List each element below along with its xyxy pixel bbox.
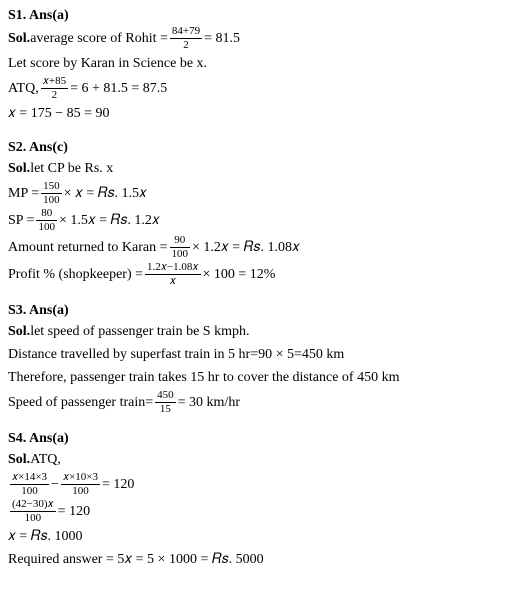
text: Speed of passenger train= (8, 392, 153, 413)
text: = 120 (58, 501, 90, 522)
s2-line5: Profit % (shopkeeper) = 1.2𝑥−1.08𝑥 𝑥 × 1… (8, 262, 522, 287)
fraction: 84+79 2 (170, 26, 202, 51)
solution-2: S2. Ans(c) Sol. let CP be Rs. x MP = 150… (8, 140, 522, 287)
solution-3: S3. Ans(a) Sol. let speed of passenger t… (8, 303, 522, 415)
s4-header: S4. Ans(a) (8, 431, 522, 447)
s1-line4: 𝑥 = 175 − 85 = 90 (8, 103, 522, 124)
text: = 30 km/hr (178, 392, 240, 413)
s3-header: S3. Ans(a) (8, 303, 522, 319)
s4-line2: 𝑥×14×3 100 − 𝑥×10×3 100 = 120 (8, 472, 522, 497)
text: ATQ, (8, 78, 39, 99)
text: Amount returned to Karan = (8, 237, 168, 258)
fraction: 𝑥×10×3 100 (61, 472, 100, 497)
sol-label: Sol. (8, 28, 30, 49)
s4-line3: (42−30)𝑥 100 = 120 (8, 499, 522, 524)
s1-line1: Sol. average score of Rohit = 84+79 2 = … (8, 26, 522, 51)
text: = 6 + 81.5 = 87.5 (70, 78, 167, 99)
fraction: 450 15 (155, 390, 176, 415)
text: − (51, 474, 59, 495)
s3-line3: Therefore, passenger train takes 15 hr t… (8, 367, 522, 388)
text: = 120 (102, 474, 134, 495)
s3-line2: Distance travelled by superfast train in… (8, 344, 522, 365)
text: × 1.5𝑥 = 𝑅𝑠. 1.2𝑥 (59, 210, 160, 231)
text: let speed of passenger train be S kmph. (30, 321, 249, 342)
s1-line2: Let score by Karan in Science be x. (8, 53, 522, 74)
text: × 100 = 12% (203, 264, 276, 285)
s2-line2: MP = 150 100 × 𝑥 = 𝑅𝑠. 1.5𝑥 (8, 181, 522, 206)
fraction: 90 100 (170, 235, 191, 260)
text: × 1.2𝑥 = 𝑅𝑠. 1.08𝑥 (192, 237, 300, 258)
text: ATQ, (30, 449, 61, 470)
text: × 𝑥 = 𝑅𝑠. 1.5𝑥 (64, 183, 147, 204)
text: Profit % (shopkeeper) = (8, 264, 143, 285)
s3-line4: Speed of passenger train= 450 15 = 30 km… (8, 390, 522, 415)
sol-label: Sol. (8, 449, 30, 470)
s1-header: S1. Ans(a) (8, 8, 522, 24)
s4-line5: Required answer = 5𝑥 = 5 × 1000 = 𝑅𝑠. 50… (8, 549, 522, 570)
fraction: 𝑥×14×3 100 (10, 472, 49, 497)
solution-4: S4. Ans(a) Sol. ATQ, 𝑥×14×3 100 − 𝑥×10×3… (8, 431, 522, 570)
sol-label: Sol. (8, 321, 30, 342)
fraction: 150 100 (41, 181, 62, 206)
s2-line4: Amount returned to Karan = 90 100 × 1.2𝑥… (8, 235, 522, 260)
s4-line1: Sol. ATQ, (8, 449, 522, 470)
fraction: (42−30)𝑥 100 (10, 499, 56, 524)
text: average score of Rohit = (30, 28, 168, 49)
text: SP = (8, 210, 34, 231)
s1-line3: ATQ, 𝑥+85 2 = 6 + 81.5 = 87.5 (8, 76, 522, 101)
fraction: 1.2𝑥−1.08𝑥 𝑥 (145, 262, 200, 287)
s3-line1: Sol. let speed of passenger train be S k… (8, 321, 522, 342)
s4-line4: 𝑥 = 𝑅𝑠. 1000 (8, 526, 522, 547)
text: = 81.5 (204, 28, 240, 49)
s2-line3: SP = 80 100 × 1.5𝑥 = 𝑅𝑠. 1.2𝑥 (8, 208, 522, 233)
fraction: 80 100 (36, 208, 57, 233)
s2-header: S2. Ans(c) (8, 140, 522, 156)
text: let CP be Rs. x (30, 158, 113, 179)
sol-label: Sol. (8, 158, 30, 179)
fraction: 𝑥+85 2 (41, 76, 68, 101)
solution-1: S1. Ans(a) Sol. average score of Rohit =… (8, 8, 522, 124)
s2-line1: Sol. let CP be Rs. x (8, 158, 522, 179)
text: MP = (8, 183, 39, 204)
